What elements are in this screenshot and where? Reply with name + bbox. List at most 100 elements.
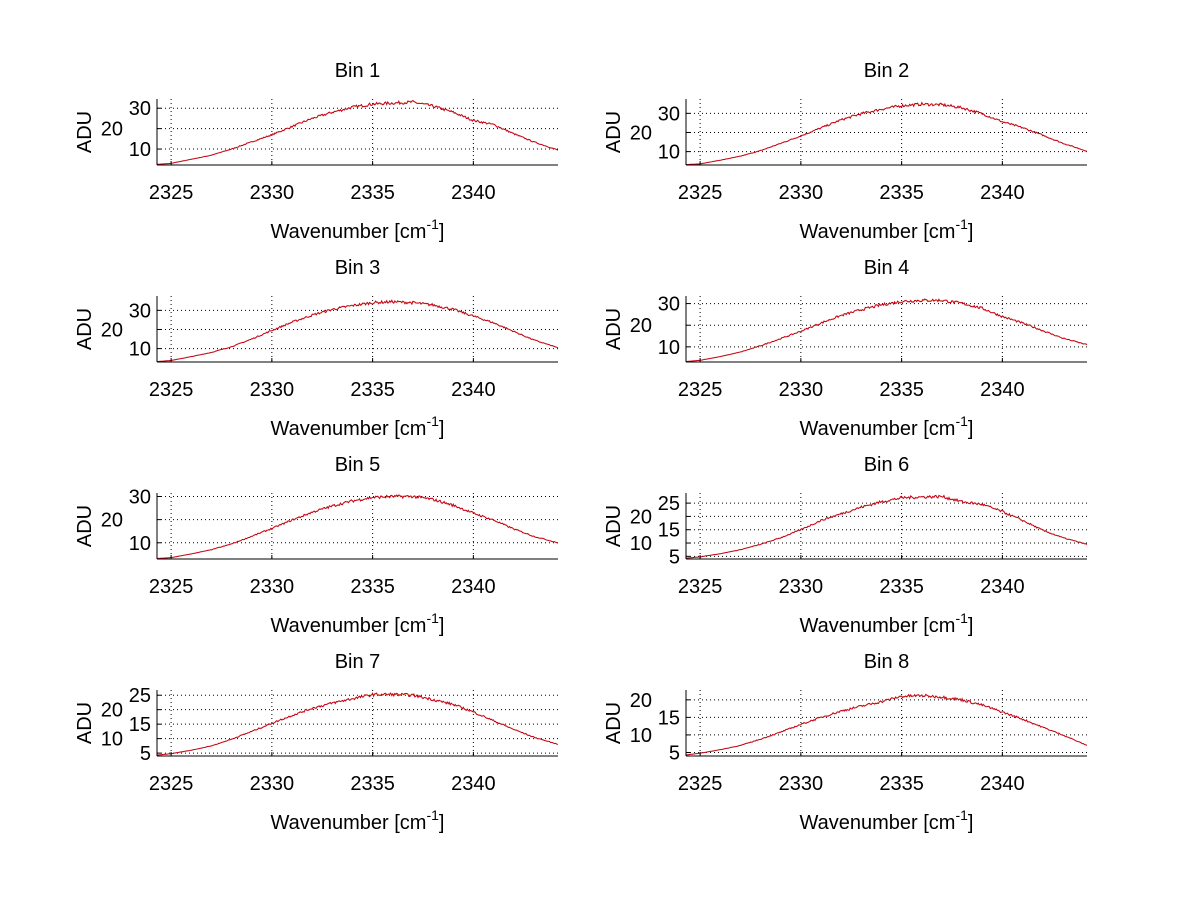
x-tick-label: 2325 <box>678 379 723 401</box>
x-tick-label: 2340 <box>451 576 496 598</box>
x-tick-label: 2335 <box>879 576 924 598</box>
x-axis-label: Wavenumber [cm-1] <box>271 216 445 243</box>
x-tick-label: 2335 <box>350 576 395 598</box>
x-tick-label: 2330 <box>779 576 824 598</box>
series-line-secondary <box>686 694 1086 756</box>
series-line-secondary <box>156 100 557 165</box>
x-axis-label: Wavenumber [cm-1] <box>271 807 445 834</box>
y-tick-label: 25 <box>129 685 151 707</box>
subplot-title: Bin 7 <box>335 651 381 673</box>
series-line <box>157 494 559 559</box>
subplot-1: 2325 2330 2335 2340 10 20 30 Bin 1 ADU Wavenumber… <box>74 60 559 243</box>
subplot-4: 2325 2330 2335 2340 10 20 30 Bin 4 ADU Wavenumber… <box>603 257 1088 440</box>
x-tick-label: 2335 <box>350 379 395 401</box>
x-tick-label: 2330 <box>250 576 295 598</box>
series-line-secondary <box>686 102 1086 166</box>
x-tick-label: 2340 <box>451 773 496 795</box>
subplot-7: 2325 2330 2335 2340 5 10 15 20 25 Bin 7 ADU Wavenum… <box>74 651 559 834</box>
x-tick-label: 2325 <box>678 773 723 795</box>
series-line-secondary <box>157 300 557 363</box>
subplot-5: 2325 2330 2335 2340 10 20 30 Bin 5 ADU Wavenumber… <box>74 454 559 637</box>
y-tick-label: 20 <box>101 700 123 722</box>
subplot-6: 2325 2330 2335 2340 5 10 15 20 25 Bin 6 ADU Wavenum… <box>603 454 1088 637</box>
y-tick-label: 10 <box>129 533 151 555</box>
x-tick-label: 2340 <box>980 379 1025 401</box>
x-axis-label: Wavenumber [cm-1] <box>271 610 445 637</box>
x-tick-label: 2325 <box>149 182 194 204</box>
x-axis-label: Wavenumber [cm-1] <box>271 413 445 440</box>
y-tick-label: 30 <box>658 103 680 125</box>
y-tick-label: 10 <box>129 339 151 361</box>
y-tick-label: 20 <box>630 122 652 144</box>
x-tick-label: 2325 <box>149 773 194 795</box>
x-tick-label: 2340 <box>451 379 496 401</box>
y-tick-label: 15 <box>129 714 151 736</box>
subplot-3: 2325 2330 2335 2340 10 20 30 Bin 3 ADU Wavenumber… <box>74 257 559 440</box>
y-tick-label: 15 <box>658 707 680 729</box>
x-tick-label: 2330 <box>250 773 295 795</box>
series-line <box>156 100 559 165</box>
subplot-title: Bin 6 <box>864 454 910 476</box>
series-line-secondary <box>685 299 1086 363</box>
y-tick-label: 30 <box>129 300 151 322</box>
subplot-title: Bin 5 <box>335 454 381 476</box>
subplot-title: Bin 3 <box>335 257 381 279</box>
y-tick-label: 20 <box>630 690 652 712</box>
x-tick-label: 2330 <box>250 182 295 204</box>
y-tick-label: 10 <box>658 142 680 164</box>
y-tick-label: 5 <box>669 742 680 764</box>
x-axis-label: Wavenumber [cm-1] <box>800 610 974 637</box>
subplot-title: Bin 2 <box>864 60 910 82</box>
x-tick-label: 2325 <box>149 576 194 598</box>
x-tick-label: 2330 <box>779 773 824 795</box>
series-line <box>686 693 1088 756</box>
subplot-title: Bin 1 <box>335 60 381 82</box>
y-axis-label: ADU <box>74 308 96 350</box>
y-tick-label: 5 <box>140 743 151 765</box>
x-tick-label: 2335 <box>879 773 924 795</box>
y-axis-label: ADU <box>74 702 96 744</box>
subplot-title: Bin 8 <box>864 651 910 673</box>
x-tick-label: 2340 <box>980 576 1025 598</box>
series-line <box>157 299 559 363</box>
x-tick-label: 2335 <box>350 182 395 204</box>
series-line <box>685 298 1088 363</box>
y-axis-label: ADU <box>74 505 96 547</box>
series-line-secondary <box>157 495 557 559</box>
y-axis-label: ADU <box>603 111 625 153</box>
series-line <box>156 692 559 756</box>
series-line-secondary <box>685 495 1086 559</box>
subplot-2: 2325 2330 2335 2340 10 20 30 Bin 2 ADU Wavenumber… <box>603 60 1088 243</box>
y-tick-label: 10 <box>658 337 680 359</box>
y-axis-label: ADU <box>603 702 625 744</box>
x-tick-label: 2335 <box>350 773 395 795</box>
series-line-secondary <box>157 693 558 756</box>
x-tick-label: 2340 <box>980 182 1025 204</box>
y-tick-label: 20 <box>101 119 123 141</box>
subplot-8: 2325 2330 2335 2340 5 10 15 20 Bin 8 ADU Wavenumbe… <box>603 651 1088 834</box>
series-line <box>686 101 1088 166</box>
y-axis-label: ADU <box>74 111 96 153</box>
x-axis-label: Wavenumber [cm-1] <box>800 216 974 243</box>
x-tick-label: 2330 <box>250 379 295 401</box>
y-tick-label: 20 <box>101 510 123 532</box>
x-axis-label: Wavenumber [cm-1] <box>800 807 974 834</box>
y-axis-label: ADU <box>603 308 625 350</box>
x-tick-label: 2325 <box>678 182 723 204</box>
x-tick-label: 2335 <box>879 379 924 401</box>
y-tick-label: 30 <box>129 486 151 508</box>
x-tick-label: 2325 <box>149 379 194 401</box>
y-axis-label: ADU <box>603 505 625 547</box>
x-tick-label: 2330 <box>779 379 824 401</box>
y-tick-label: 20 <box>101 319 123 341</box>
y-tick-label: 10 <box>101 729 123 751</box>
y-tick-label: 30 <box>129 98 151 120</box>
y-tick-label: 20 <box>630 315 652 337</box>
x-tick-label: 2325 <box>678 576 723 598</box>
x-tick-label: 2335 <box>879 182 924 204</box>
y-tick-label: 5 <box>669 546 680 568</box>
y-tick-label: 10 <box>630 533 652 555</box>
x-tick-label: 2340 <box>451 182 496 204</box>
y-tick-label: 20 <box>630 506 652 528</box>
